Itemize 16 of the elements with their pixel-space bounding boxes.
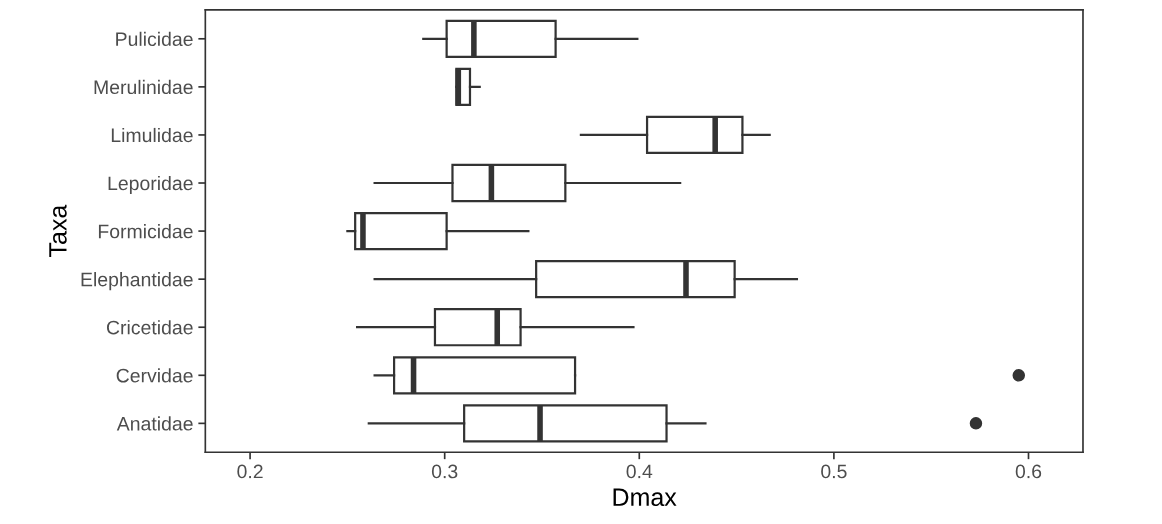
y-tick-label: Anatidae bbox=[116, 416, 193, 431]
x-tick-label: 0.4 bbox=[626, 464, 653, 479]
y-tick-label: Pulicidae bbox=[116, 31, 193, 47]
x-tick-label: 0.6 bbox=[1015, 464, 1042, 479]
y-tick-label: Merulinidae bbox=[94, 79, 193, 95]
y-tick-label: Elephantidae bbox=[81, 272, 193, 291]
x-axis-title: Dmax bbox=[613, 488, 677, 507]
y-tick-label: Formicidae bbox=[98, 224, 193, 239]
y-axis-title: Taxa bbox=[49, 204, 67, 257]
y-tick-label: Cricetidae bbox=[106, 320, 193, 335]
y-tick-label: Cervidae bbox=[116, 368, 193, 383]
x-tick-label: 0.5 bbox=[821, 464, 847, 479]
y-tick-label: Limulidae bbox=[111, 127, 193, 143]
y-tick-label: Leporidae bbox=[108, 175, 193, 195]
x-tick-label: 0.3 bbox=[431, 464, 458, 479]
x-tick-label: 0.2 bbox=[237, 464, 263, 479]
